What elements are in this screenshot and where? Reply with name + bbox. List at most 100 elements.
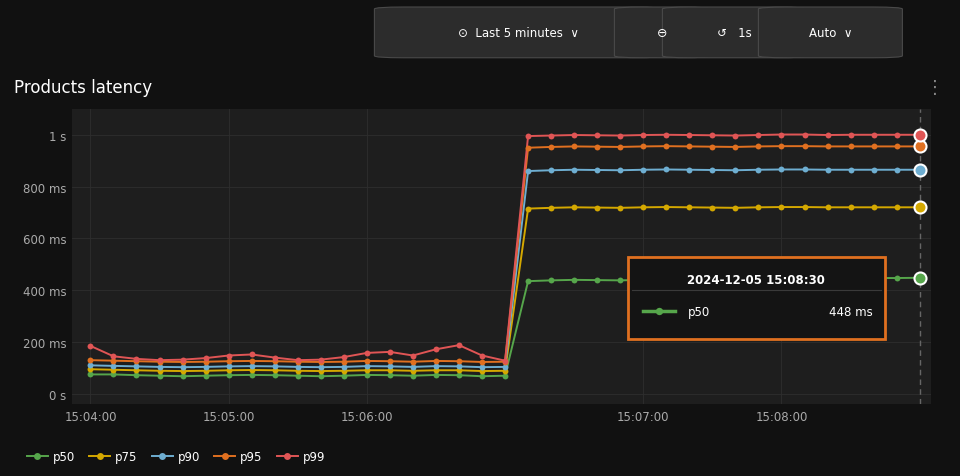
Point [612, 205, 628, 212]
Point [797, 131, 812, 139]
Point [589, 144, 605, 151]
Point [705, 132, 720, 140]
Point [244, 363, 259, 370]
Point [106, 366, 121, 374]
Point [866, 167, 881, 174]
Point [267, 367, 282, 374]
Point [912, 143, 927, 151]
Point [313, 356, 328, 364]
Point [198, 358, 213, 366]
Point [912, 132, 927, 139]
Point [129, 355, 144, 363]
Point [682, 204, 697, 212]
Point [566, 143, 582, 151]
Point [774, 166, 789, 174]
Point [129, 357, 144, 365]
Point [728, 132, 743, 140]
Point [889, 143, 904, 151]
Point [99, 390, 114, 398]
Point [382, 348, 397, 356]
Point [889, 132, 904, 139]
Point [152, 372, 167, 380]
Point [152, 358, 167, 366]
Point [359, 357, 374, 365]
Point [428, 357, 444, 365]
Point [313, 373, 328, 380]
Point [751, 132, 766, 139]
Point [566, 204, 582, 212]
Point [589, 204, 605, 212]
Point [382, 363, 397, 370]
Point [405, 352, 420, 359]
Point [313, 358, 328, 366]
Point [866, 204, 881, 212]
Point [774, 204, 789, 211]
FancyBboxPatch shape [614, 8, 710, 59]
Point [106, 357, 121, 365]
Point [589, 132, 605, 140]
FancyBboxPatch shape [662, 8, 806, 59]
Point [428, 363, 444, 370]
Point [843, 143, 858, 151]
Point [843, 204, 858, 212]
Point [474, 367, 490, 375]
Point [405, 358, 420, 366]
Point [129, 372, 144, 379]
Point [912, 204, 927, 212]
Point [198, 363, 213, 371]
Point [175, 356, 190, 364]
Point [520, 145, 536, 152]
Point [866, 143, 881, 151]
Point [221, 372, 236, 379]
Point [451, 342, 467, 349]
Point [405, 367, 420, 375]
Point [751, 167, 766, 174]
Point [682, 167, 697, 174]
Point [451, 372, 467, 379]
Point [290, 372, 305, 380]
Point [106, 362, 121, 370]
Point [221, 363, 236, 370]
Point [820, 132, 835, 139]
Point [336, 372, 351, 380]
Point [175, 358, 190, 366]
Text: ⊖: ⊖ [658, 27, 667, 40]
Point [221, 352, 236, 359]
Point [636, 277, 651, 284]
Point [244, 371, 259, 379]
Point [566, 167, 582, 174]
Point [728, 277, 743, 284]
Point [705, 167, 720, 174]
Point [912, 167, 927, 174]
Point [705, 144, 720, 151]
Point [451, 367, 467, 374]
Point [451, 357, 467, 365]
Point [313, 367, 328, 375]
Point [912, 132, 927, 139]
Point [797, 143, 812, 151]
Point [659, 204, 674, 211]
Point [129, 367, 144, 374]
Point [83, 342, 98, 350]
Point [267, 357, 282, 365]
Point [428, 346, 444, 353]
Point [428, 371, 444, 379]
Point [728, 205, 743, 212]
Point [751, 276, 766, 284]
Point [612, 132, 628, 140]
Point [820, 275, 835, 283]
Point [198, 372, 213, 380]
Point [267, 354, 282, 362]
Point [497, 372, 513, 380]
Point [636, 143, 651, 151]
Point [175, 367, 190, 375]
Point [820, 167, 835, 174]
Point [820, 143, 835, 151]
Point [820, 204, 835, 212]
Point [152, 367, 167, 375]
Point [659, 143, 674, 151]
Point [520, 205, 536, 213]
Point [520, 133, 536, 140]
Point [175, 364, 190, 371]
Point [106, 353, 121, 360]
